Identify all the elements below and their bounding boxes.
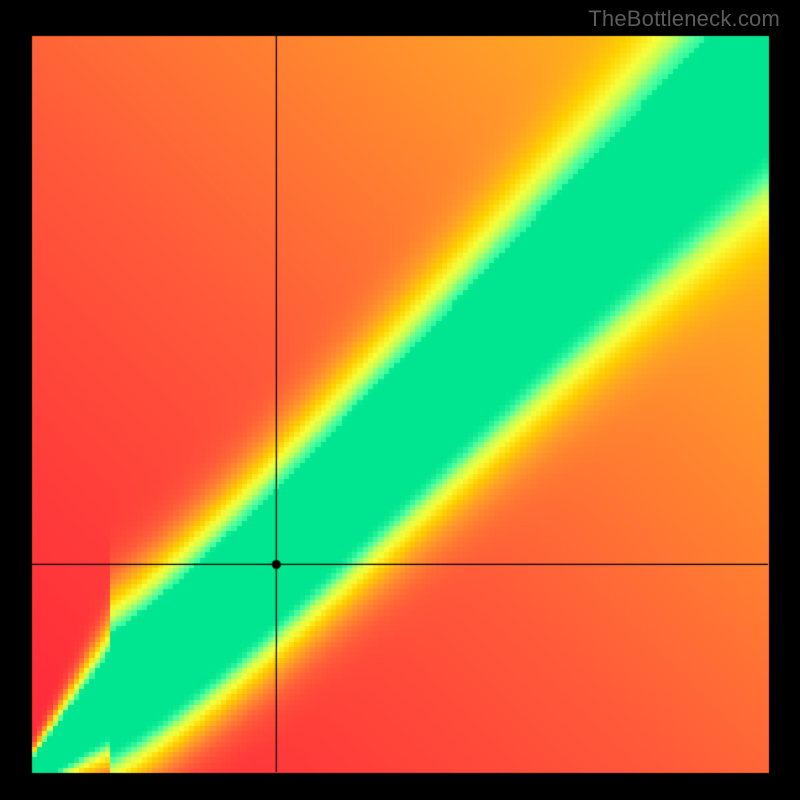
chart-container: TheBottleneck.com: [0, 0, 800, 800]
watermark-text: TheBottleneck.com: [588, 6, 780, 32]
bottleneck-heatmap: [0, 0, 800, 800]
